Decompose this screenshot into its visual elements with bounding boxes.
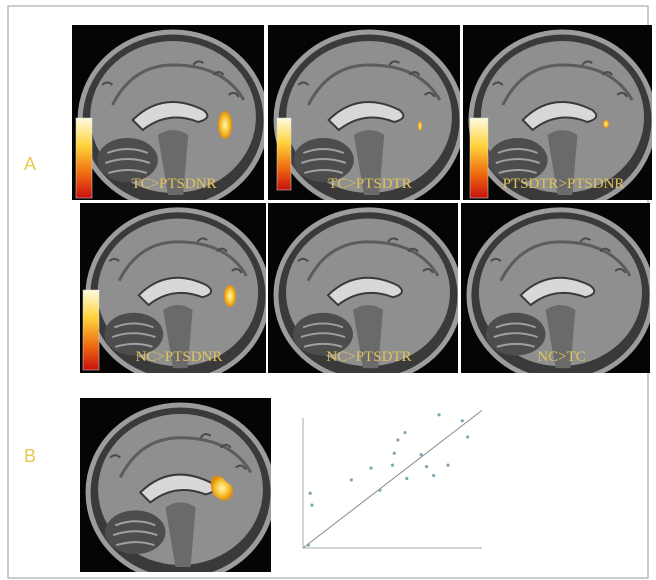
panel-label: TC>PTSDTR [328,176,411,192]
scatter-point [396,438,400,442]
color-bar [276,117,292,191]
activation [418,121,422,131]
color-bar [469,117,489,199]
panel-label: TC>PTSDNR [131,176,216,192]
scatter-point [310,503,314,507]
scatter-point [392,451,396,455]
panel-letter: A [24,154,36,174]
scatter-point [419,453,423,457]
scatter-point [460,419,464,423]
panel-label: NC>PTSDTR [326,349,411,365]
brain-panels: TC>PTSDNR TC>PTSDTR PTSDTR>PTSDNR NC>PTSDNR… [72,25,654,580]
color-bar [82,289,100,371]
scatter-point [349,478,353,482]
scatter-point [378,488,382,492]
panel-label: PTSDTR>PTSDNR [503,176,625,192]
scatter-point [405,476,409,481]
scatter-point [308,491,312,495]
panel-letter: B [24,446,36,466]
scatter-point [446,463,450,467]
panel-label: NC>PTSDNR [136,349,223,365]
color-bar [75,117,93,199]
fit-line [302,409,483,549]
scatter-point [390,463,395,467]
activation [210,475,234,501]
scatter-point [306,543,310,547]
scatter-point [466,435,470,439]
scatter-point [403,430,407,435]
activation [218,111,232,139]
scatter-point [432,473,436,478]
scatter-point [424,465,429,469]
scatter-point [437,413,441,417]
scatter-plot [302,409,483,549]
panel-label: NC>TC [537,349,585,365]
activation [603,120,609,128]
brain-image [80,398,273,580]
activation [224,285,236,307]
scatter-point [369,466,373,470]
